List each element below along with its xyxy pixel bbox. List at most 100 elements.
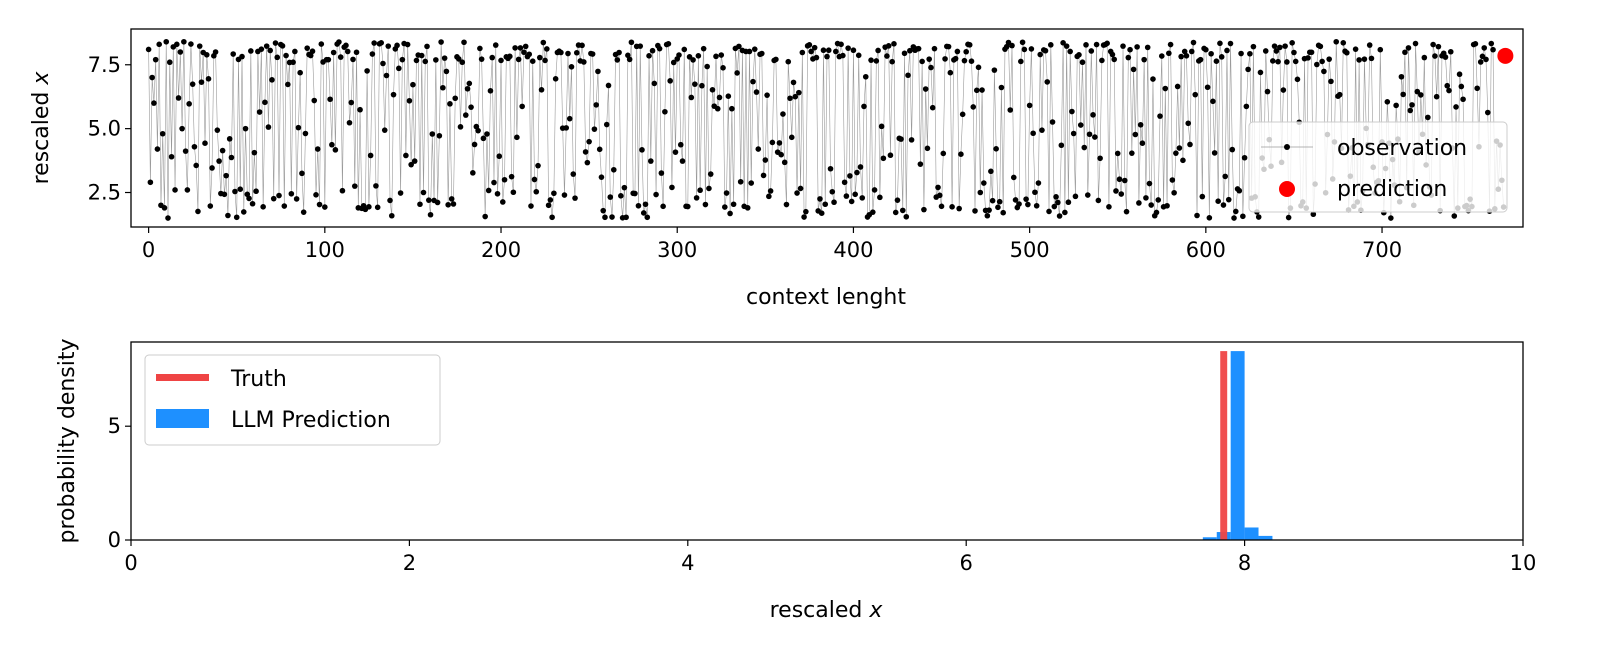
- observation-point: [295, 124, 302, 131]
- observation-point: [808, 48, 814, 55]
- density-chart: 0 2 4 6 8 10 05 rescaled x probability densit…: [55, 338, 1536, 623]
- bottom-x-axis-label: rescaled x: [770, 598, 884, 623]
- observation-point: [658, 170, 665, 176]
- observation-point: [508, 173, 515, 180]
- observation-point: [380, 60, 386, 67]
- observation-point: [1120, 43, 1126, 49]
- observation-point: [1060, 40, 1066, 46]
- observation-point: [269, 77, 275, 83]
- observation-point: [919, 58, 925, 65]
- observation-point: [1092, 134, 1098, 140]
- observation-point: [621, 184, 628, 191]
- observation-point: [203, 52, 210, 58]
- observation-point: [487, 88, 494, 94]
- observation-point: [1477, 59, 1484, 65]
- observation-point: [517, 45, 524, 51]
- observation-point: [515, 56, 522, 63]
- observation-point: [1111, 56, 1118, 63]
- observation-point: [822, 201, 829, 208]
- observation-point: [926, 56, 932, 62]
- observation-point: [396, 65, 402, 72]
- observation-point: [693, 195, 700, 201]
- observation-point: [225, 212, 231, 219]
- observation-point: [1277, 44, 1283, 51]
- observation-point: [1225, 196, 1232, 203]
- observation-point: [1236, 187, 1243, 194]
- observation-point: [570, 171, 577, 177]
- observation-point: [818, 210, 825, 216]
- observation-point: [498, 57, 504, 64]
- observation-point: [901, 50, 908, 57]
- observation-point: [811, 44, 818, 51]
- observation-point: [1243, 103, 1250, 110]
- observation-point: [397, 190, 404, 196]
- observation-point: [1377, 46, 1384, 53]
- observation-point: [648, 158, 654, 164]
- observation-point: [981, 180, 987, 186]
- observation-point: [1129, 150, 1135, 156]
- observation-point: [1412, 40, 1419, 47]
- observation-point: [1208, 50, 1214, 57]
- observation-point: [1162, 85, 1169, 92]
- observation-point: [535, 162, 541, 169]
- observation-point: [628, 39, 635, 46]
- observation-point: [924, 145, 931, 152]
- observation-point: [734, 70, 740, 76]
- observation-point: [1269, 58, 1276, 64]
- observation-point: [840, 52, 846, 59]
- observation-point: [1007, 107, 1014, 113]
- observation-point: [251, 149, 258, 156]
- observation-point: [1460, 96, 1466, 103]
- observation-point: [991, 67, 998, 73]
- observation-point: [175, 95, 182, 101]
- observation-point: [1432, 53, 1438, 59]
- observation-point: [667, 78, 673, 84]
- observation-point: [420, 189, 427, 196]
- observation-point: [482, 213, 488, 220]
- observation-point: [300, 209, 307, 215]
- observation-point: [894, 197, 901, 203]
- observation-point: [707, 171, 714, 177]
- bottom-y-axis: 05: [108, 414, 131, 552]
- observation-point: [887, 152, 894, 159]
- observation-point: [762, 157, 769, 163]
- observation-point: [364, 68, 370, 74]
- observation-point: [156, 41, 162, 48]
- observation-point: [690, 57, 696, 63]
- bottom-plot-frame: [130, 341, 1524, 541]
- observation-point: [1203, 46, 1209, 53]
- observation-point: [1180, 157, 1186, 164]
- observation-point: [177, 49, 184, 55]
- observation-point: [1425, 114, 1431, 121]
- observation-point: [582, 149, 589, 155]
- observation-point: [1176, 145, 1183, 151]
- observation-point: [1356, 57, 1362, 63]
- observation-point: [905, 72, 911, 79]
- observation-point: [977, 189, 984, 196]
- observation-point: [595, 68, 601, 75]
- observation-point: [1130, 66, 1137, 73]
- observation-point: [760, 172, 767, 179]
- observation-point: [374, 204, 381, 211]
- observation-point: [695, 53, 702, 59]
- observation-point: [838, 41, 844, 48]
- observation-point: [799, 49, 806, 56]
- observation-point: [1055, 199, 1061, 206]
- observation-point: [1393, 102, 1399, 109]
- observation-point: [857, 164, 864, 170]
- observation-point: [260, 204, 266, 210]
- bottom-y-tick-label: 0: [108, 528, 121, 552]
- observation-point: [889, 58, 895, 65]
- observation-point: [1093, 41, 1100, 48]
- observation-point: [1282, 43, 1288, 49]
- observation-point: [302, 130, 309, 137]
- observation-point: [750, 78, 756, 85]
- observation-point: [388, 212, 395, 219]
- observation-point: [1285, 214, 1292, 221]
- top-x-tick-label: 200: [481, 238, 521, 262]
- observation-point: [917, 161, 924, 167]
- observation-point: [1328, 78, 1334, 85]
- observation-point: [755, 146, 762, 152]
- observation-point: [796, 89, 802, 96]
- observation-point: [521, 49, 527, 56]
